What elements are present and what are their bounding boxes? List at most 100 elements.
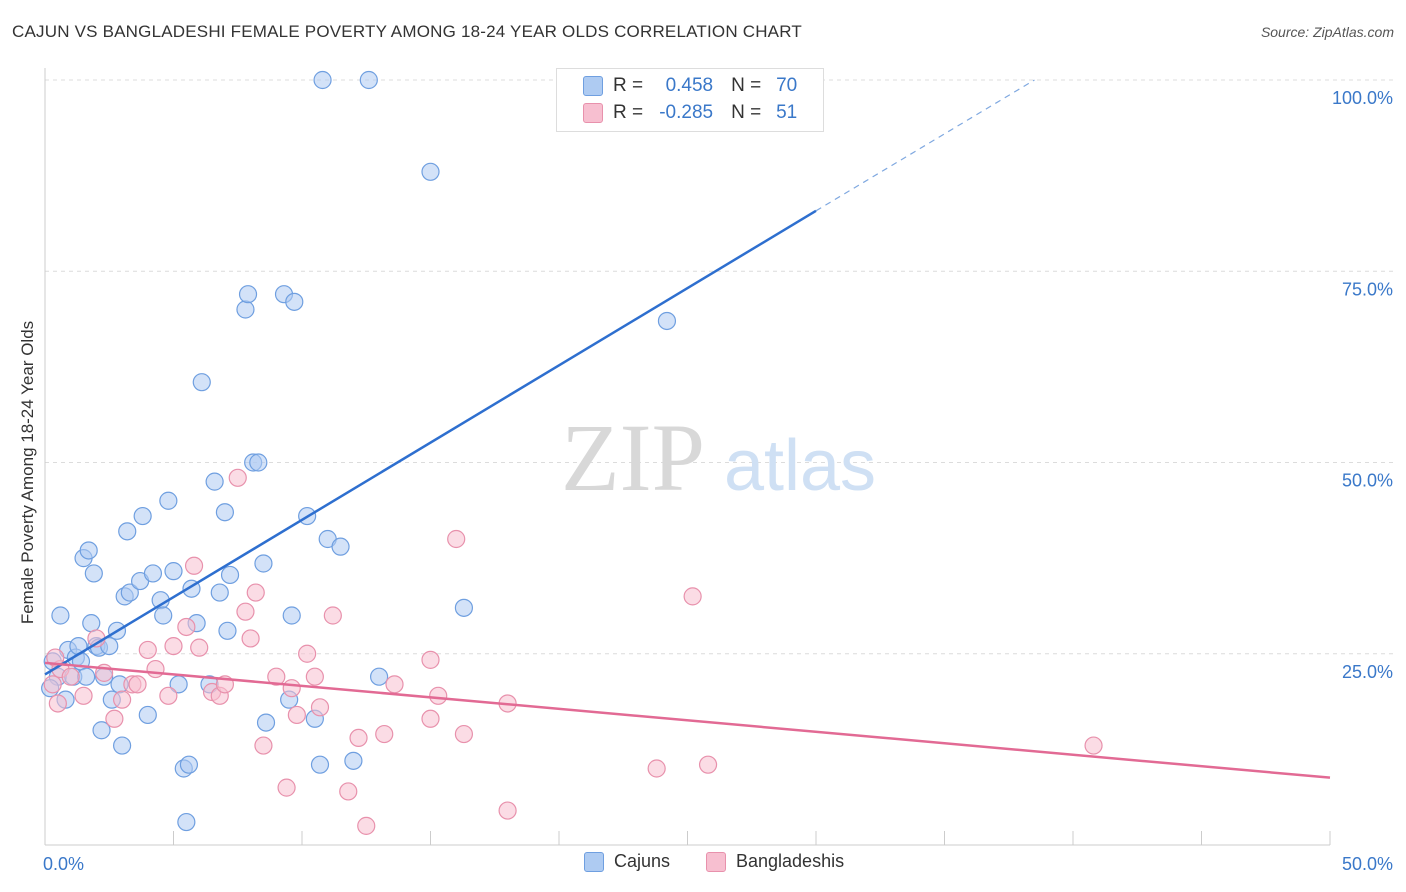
bangladeshis-point — [498, 801, 517, 820]
bottom-legend-bangladeshis: Bangladeshis — [706, 851, 844, 872]
bangladeshis-point — [138, 640, 157, 660]
bangladeshis-point — [164, 636, 183, 656]
watermark-zip: ZIP — [561, 404, 705, 511]
legend-r-label: R = — [613, 102, 644, 123]
bangladeshis-point — [421, 650, 440, 669]
legend-n-value: 70 — [776, 75, 798, 96]
bangladeshis-trendline — [44, 661, 1331, 779]
bangladeshis-point — [246, 583, 265, 602]
cajuns-point — [79, 541, 98, 560]
cajuns-point — [159, 491, 178, 510]
cajuns-point — [164, 562, 183, 581]
cajuns-point — [359, 70, 378, 90]
cajuns-point — [256, 713, 276, 732]
bangladeshis-point — [43, 675, 62, 694]
bangladeshis-point — [287, 705, 306, 725]
bangladeshis-point — [184, 556, 204, 575]
legend-swatch-bangladeshis — [583, 103, 603, 123]
bangladeshis-point — [74, 686, 93, 705]
cajuns-point — [310, 755, 330, 774]
bangladeshis-point — [146, 659, 165, 679]
legend-r-label: R = — [613, 75, 644, 96]
cajuns-trendline-extension — [815, 79, 1035, 212]
cajuns-point — [249, 453, 268, 472]
bangladeshis-point — [454, 724, 474, 744]
bangladeshis-point — [190, 638, 209, 657]
bangladeshis-point — [228, 468, 247, 487]
bottom-label-bangladeshis: Bangladeshis — [736, 851, 845, 871]
bangladeshis-point — [339, 782, 358, 801]
bangladeshis-point — [305, 667, 324, 686]
cajuns-point — [236, 300, 255, 319]
bangladeshis-point — [105, 709, 124, 728]
bottom-legend-cajuns: Cajuns — [584, 851, 670, 872]
cajuns-point — [118, 522, 137, 541]
cajuns-point — [154, 606, 173, 625]
y-tick-label: 75.0% — [1342, 279, 1393, 299]
legend-n-label: N = — [731, 102, 762, 123]
bangladeshis-point — [46, 648, 65, 667]
cajuns-point — [51, 606, 70, 625]
bangladeshis-point — [310, 698, 330, 717]
cajuns-point — [179, 755, 199, 774]
bangladeshis-point — [241, 629, 260, 648]
bottom-swatch-cajuns — [584, 851, 604, 872]
y-axis-label: Female Poverty Among 18-24 Year Olds — [18, 321, 37, 624]
bangladeshis-point — [254, 736, 273, 755]
cajuns-point — [84, 564, 103, 583]
bangladeshis-point — [357, 816, 376, 835]
bangladeshis-point — [236, 602, 255, 621]
cajuns-point — [112, 736, 132, 755]
cajuns-trendline — [44, 209, 817, 676]
bangladeshis-point — [447, 529, 466, 549]
source-label: Source: ZipAtlas.com — [1260, 24, 1394, 40]
bangladeshis-point — [375, 724, 394, 744]
cajuns-point — [282, 606, 301, 625]
correlation-legend: R = 0.458 N = 70 R = -0.285 N = 51 — [556, 68, 824, 132]
cajuns-point — [210, 583, 229, 602]
cajuns-point — [238, 285, 258, 304]
cajuns-point — [177, 812, 196, 832]
bangladeshis-point — [112, 690, 132, 709]
cajuns-point — [218, 621, 237, 640]
y-tick-label: 25.0% — [1342, 662, 1393, 682]
bangladeshis-point — [267, 667, 286, 686]
cajuns-point — [331, 537, 350, 556]
cajuns-point — [254, 554, 273, 573]
cajuns-point — [120, 583, 139, 602]
cajuns-point — [657, 311, 677, 331]
bangladeshis-point — [683, 587, 702, 606]
legend-r-value: -0.285 — [659, 102, 714, 123]
y-tick-label: 50.0% — [1342, 471, 1393, 491]
cajuns-point — [92, 721, 111, 740]
cajuns-point — [313, 70, 332, 90]
cajuns-point — [138, 705, 157, 725]
cajuns-point — [454, 598, 474, 617]
bangladeshis-point — [429, 686, 448, 705]
bangladeshis-point — [1084, 736, 1103, 755]
cajuns-point — [82, 614, 101, 633]
legend-n-value: 51 — [776, 102, 798, 123]
watermark-atlas: atlas — [724, 426, 876, 506]
cajuns-point — [421, 162, 440, 181]
bangladeshis-point — [61, 667, 80, 686]
bangladeshis-point — [385, 675, 404, 694]
legend-row-cajuns: R = 0.458 N = 70 — [583, 74, 797, 98]
bangladeshis-point — [48, 694, 67, 713]
bangladeshis-point — [323, 606, 342, 625]
bangladeshis-point — [647, 759, 666, 778]
cajuns-point — [133, 506, 152, 526]
x-tick-label: 50.0% — [1342, 854, 1393, 874]
bangladeshis-point — [177, 617, 196, 637]
cajuns-point — [370, 667, 389, 686]
cajuns-point — [77, 667, 96, 686]
cajuns-point — [215, 503, 234, 522]
bottom-label-cajuns: Cajuns — [614, 851, 671, 871]
chart-title: CAJUN VS BANGLADESHI FEMALE POVERTY AMON… — [12, 22, 802, 41]
legend-swatch-cajuns — [583, 76, 603, 96]
cajuns-point — [192, 373, 211, 392]
cajuns-point — [344, 751, 363, 770]
legend-r-value: 0.458 — [665, 75, 714, 96]
y-tick-label: 100.0% — [1332, 88, 1393, 108]
